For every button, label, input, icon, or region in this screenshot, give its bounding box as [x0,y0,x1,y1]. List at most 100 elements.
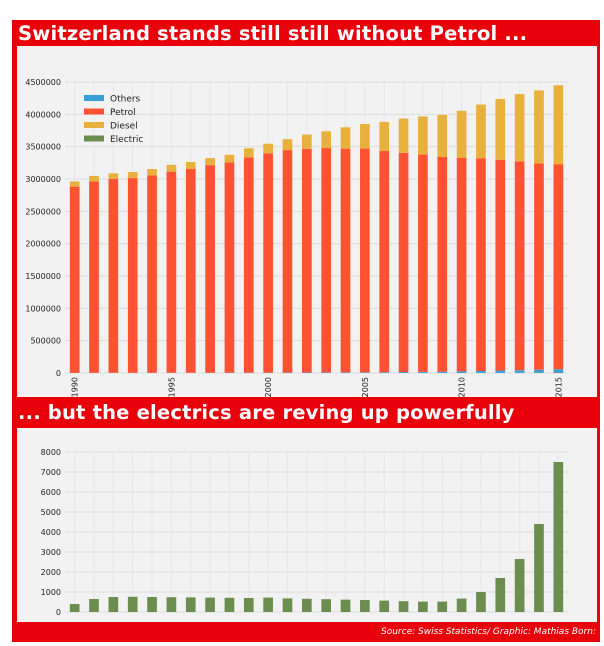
headline-top: Switzerland stands still still without P… [18,22,528,45]
x-tick-label: 2005 [361,377,370,397]
bar-petrol-2002 [301,148,312,373]
bar-petrol-2004 [340,148,351,373]
bar-electric-2001 [282,598,293,612]
y-tick-label: 4500000 [25,78,61,87]
y-tick-label: 4000 [41,528,61,537]
bar-others-2011 [476,370,486,373]
bar-diesel-2005 [360,123,370,149]
bar-diesel-1997 [205,158,215,166]
y-tick-label: 3500000 [25,143,61,152]
bar-petrol-2009 [437,156,448,372]
bar-diesel-1992 [108,173,119,179]
y-tick-label: 500000 [30,337,61,346]
bar-others-2014 [534,369,544,373]
bar-petrol-2013 [514,161,525,371]
bar-diesel-2000 [263,143,273,154]
bar-others-2006 [379,372,390,373]
bar-diesel-2012 [495,98,506,160]
bar-diesel-2014 [534,90,544,164]
bar-petrol-1996 [185,169,196,373]
bar-electric-2015 [553,462,564,612]
legend-swatch-electric [84,135,104,142]
bar-petrol-1991 [89,181,99,373]
bar-petrol-2011 [476,158,486,371]
x-tick-label: 1990 [71,377,80,397]
headline-bottom: ... but the electrics are reving up powe… [18,401,515,424]
y-tick-label: 2000 [41,568,61,577]
y-tick-label: 2000000 [25,240,61,249]
bar-petrol-2001 [282,150,293,373]
bar-petrol-2015 [553,164,564,370]
bar-electric-1996 [185,597,196,612]
bar-others-2013 [514,370,525,373]
y-tick-label: 7000 [41,468,61,477]
bar-others-2003 [321,372,332,373]
legend-label-diesel: Diesel [110,122,138,132]
bar-petrol-1999 [243,157,254,373]
bar-diesel-1996 [185,161,196,170]
bar-others-2010 [456,371,467,373]
bar-others-2007 [398,372,409,373]
bar-others-2005 [360,372,370,373]
bar-petrol-1997 [205,165,215,373]
bar-electric-2003 [321,599,332,612]
bar-others-2015 [553,369,564,373]
bar-petrol-1994 [147,175,157,373]
bar-diesel-2009 [437,114,448,157]
bar-diesel-2006 [379,121,390,152]
y-tick-label: 1000 [41,588,61,597]
y-tick-label: 3000 [41,548,61,557]
legend-swatch-diesel [84,122,104,128]
y-tick-label: 6000 [41,488,61,497]
bar-others-2012 [495,370,506,373]
bar-diesel-2011 [476,104,486,159]
bar-diesel-2015 [553,85,564,165]
bar-electric-1990 [69,604,80,612]
bar-electric-1997 [205,597,215,612]
bar-diesel-2013 [514,94,525,162]
bar-petrol-1995 [166,171,177,373]
bar-electric-2010 [456,598,467,612]
x-tick-label: 2000 [264,377,273,397]
bar-others-2009 [437,371,448,373]
bar-electric-1994 [147,597,157,612]
bar-diesel-1995 [166,164,177,172]
bar-electric-2009 [437,601,448,612]
bar-diesel-2002 [301,134,312,149]
y-tick-label: 0 [56,608,61,617]
bar-electric-1993 [127,596,138,612]
bar-diesel-1991 [89,175,99,182]
bar-electric-1998 [224,597,235,612]
bar-diesel-1999 [243,148,254,158]
bar-electric-1995 [166,597,177,612]
bar-diesel-1990 [69,181,80,187]
bar-diesel-2003 [321,131,332,149]
y-tick-label: 5000 [41,508,61,517]
x-tick-label: 2015 [554,377,563,397]
bar-electric-1991 [89,599,99,612]
bar-electric-2011 [476,592,486,612]
legend-swatch-others [84,95,104,101]
bar-electric-2004 [340,599,351,612]
bar-electric-2000 [263,597,273,612]
x-tick-label: 2010 [458,377,467,397]
y-tick-label: 8000 [41,448,61,457]
y-tick-label: 2500000 [25,207,61,216]
y-tick-label: 0 [56,369,61,378]
legend-label-others: Others [110,95,141,105]
bar-petrol-1993 [127,178,138,373]
bar-diesel-1993 [127,171,138,179]
bar-diesel-2004 [340,127,351,149]
bar-electric-2014 [534,524,544,612]
bar-petrol-1990 [69,186,80,373]
source-caption: Source: Swiss Statistics/ Graphic: Mathi… [381,627,596,637]
bar-diesel-2007 [398,118,409,153]
bar-electric-2012 [495,578,506,612]
bar-electric-1992 [108,597,119,612]
bar-others-2004 [340,372,351,373]
bar-others-2008 [418,371,428,373]
bar-diesel-2008 [418,116,428,155]
y-tick-label: 1500000 [25,272,61,281]
bar-petrol-1992 [108,178,119,373]
